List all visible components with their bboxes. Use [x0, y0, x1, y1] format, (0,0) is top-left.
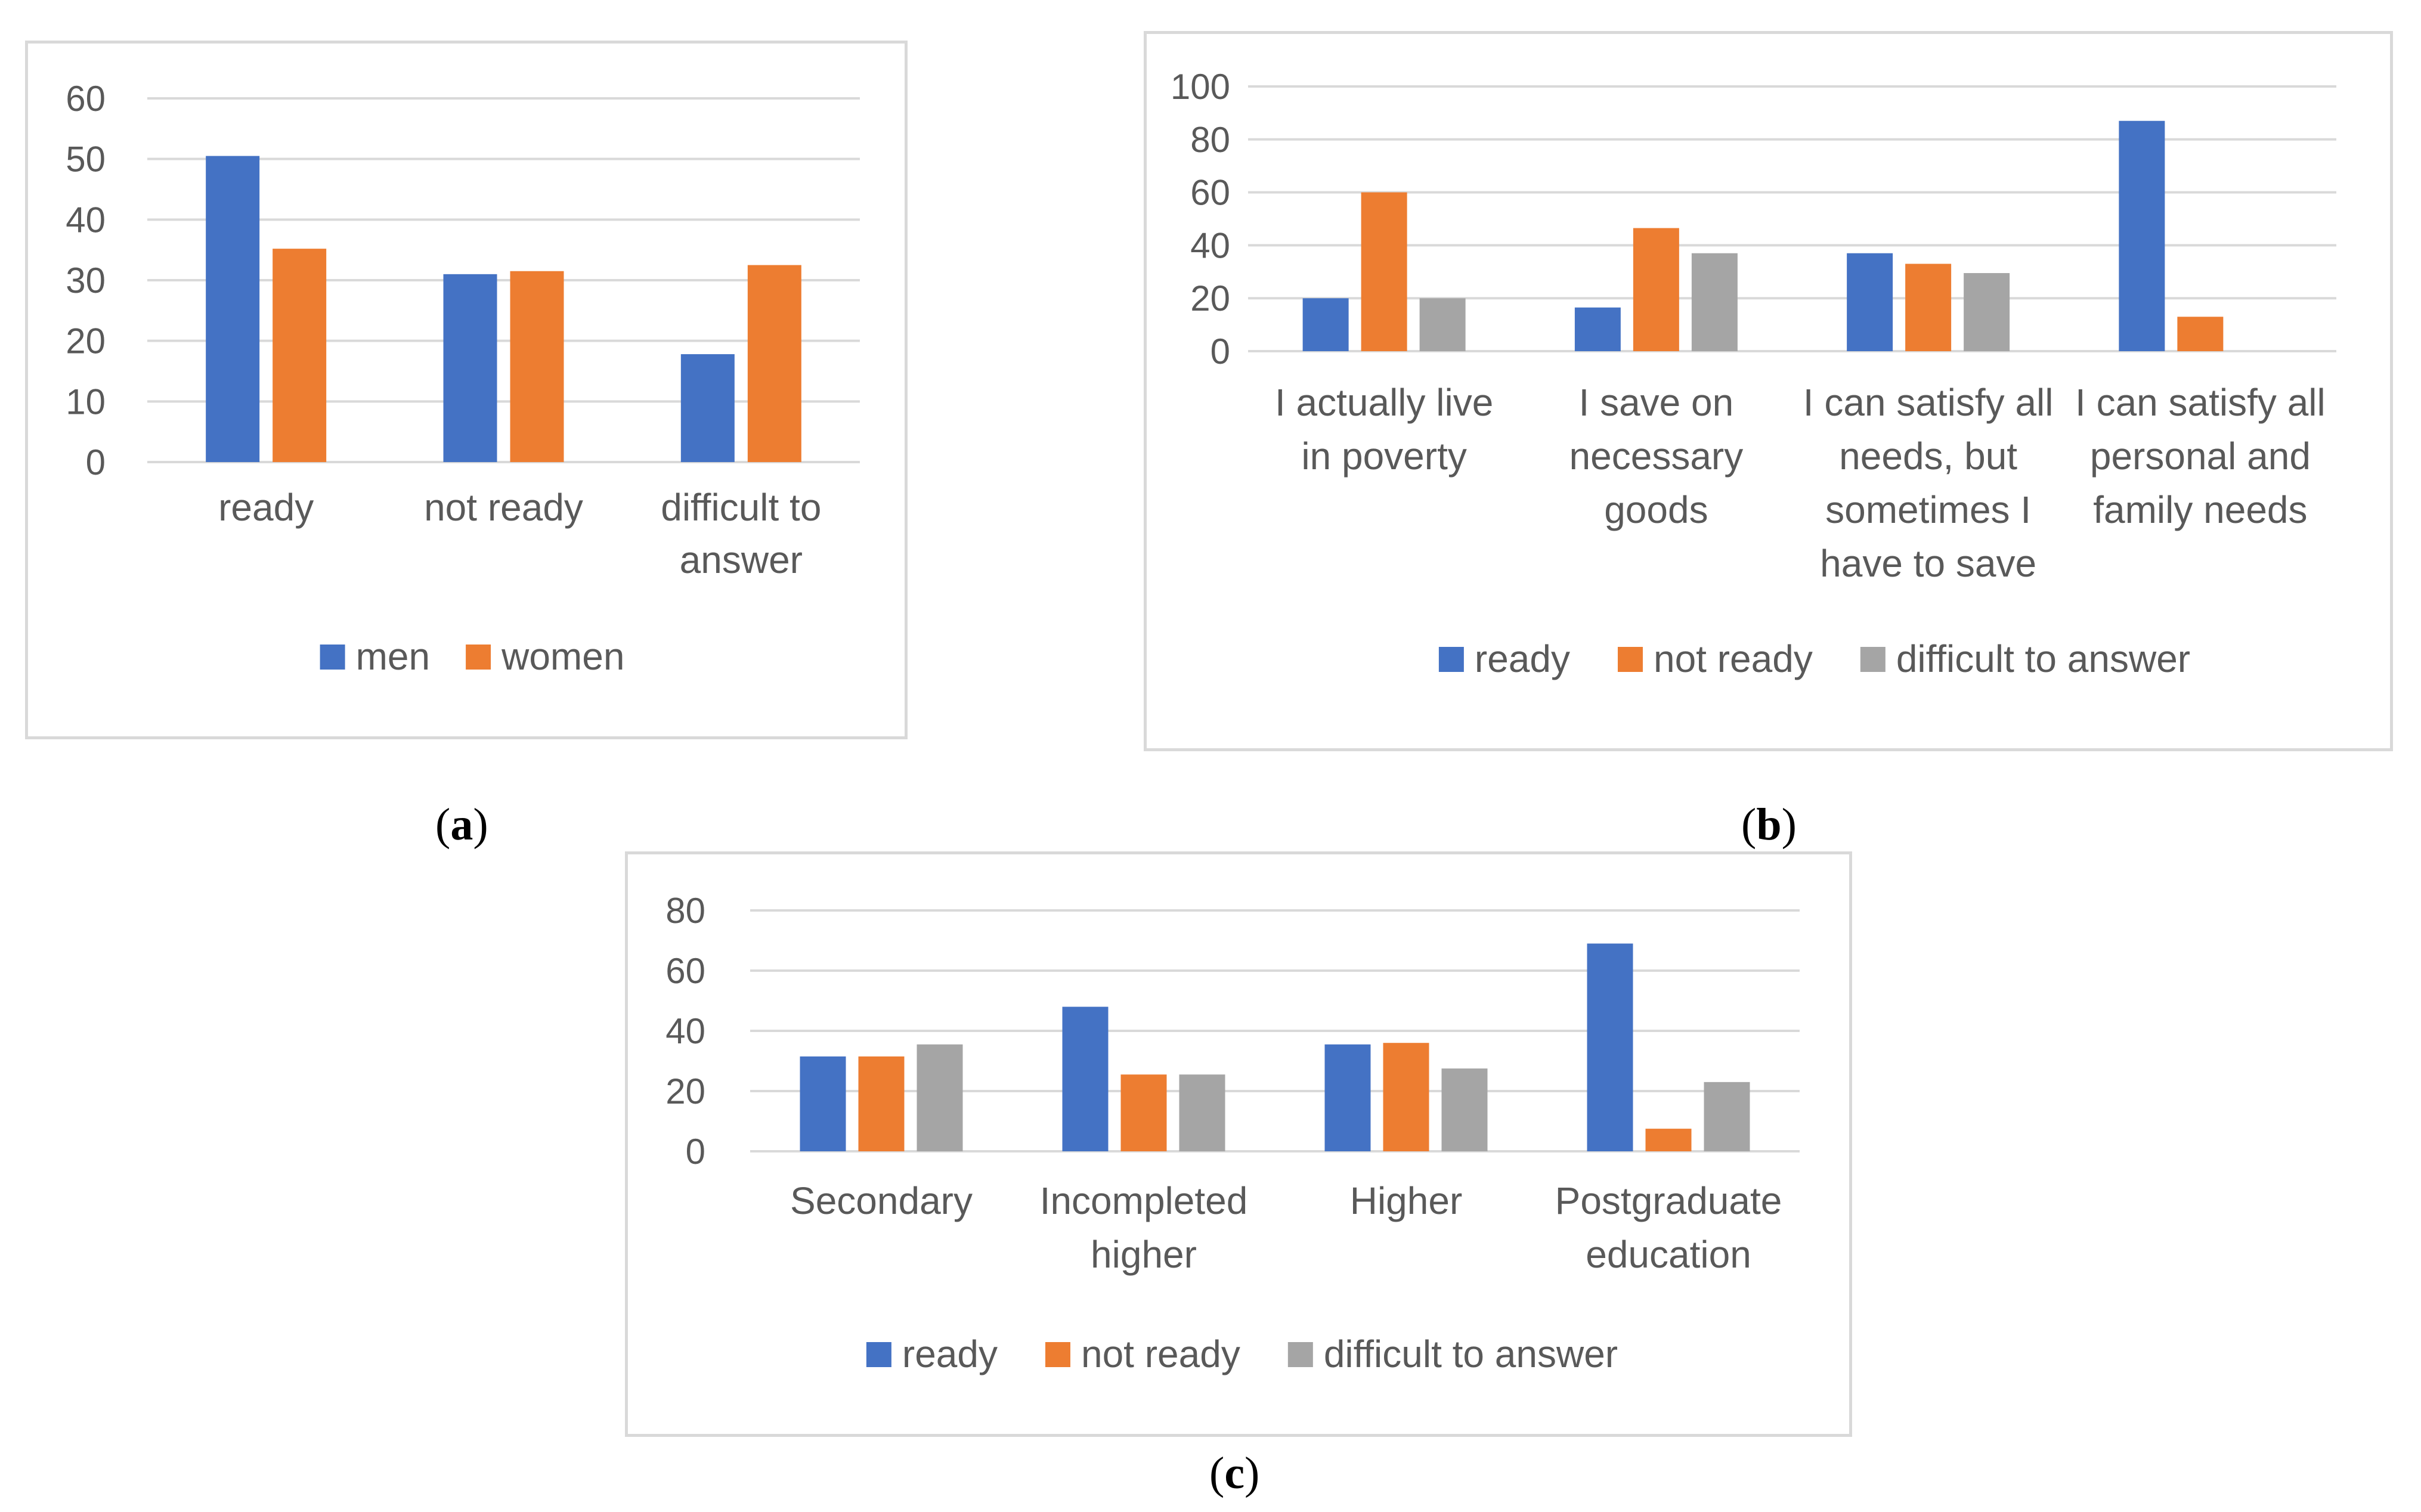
bar-ready-1 — [1574, 307, 1621, 351]
legend-swatch-ready — [866, 1342, 891, 1367]
category-label: Incompleted — [1040, 1179, 1248, 1222]
category-label: difficult to — [661, 486, 821, 529]
y-tick-label: 40 — [665, 1011, 705, 1051]
category-label: I actually live — [1275, 381, 1493, 424]
category-label: necessary — [1569, 435, 1744, 478]
category-label: I can satisfy all — [2075, 381, 2326, 424]
bar-men-0 — [206, 156, 260, 462]
bar-difficult-to-answer-0 — [917, 1044, 963, 1151]
chart-a-svg: 0 10 20 30 40 50 60 ready not ready difficult to a… — [66, 79, 860, 678]
category-label: personal and — [2090, 435, 2311, 478]
bar-difficult-to-answer-0 — [1419, 298, 1466, 351]
y-tick-label: 30 — [66, 261, 106, 300]
category-label: sometimes I — [1825, 488, 2031, 531]
bar-ready-2 — [1847, 253, 1893, 351]
bar-not-ready-3 — [1645, 1129, 1692, 1151]
y-tick-label: 40 — [1190, 225, 1230, 265]
bar-not-ready-2 — [1905, 264, 1952, 351]
y-tick-label: 100 — [1171, 67, 1230, 107]
category-label: goods — [1604, 488, 1708, 531]
bar-women-0 — [273, 249, 327, 462]
category-label: ready — [218, 486, 314, 529]
legend-label: ready — [1475, 637, 1570, 680]
bar-not-ready-2 — [1383, 1043, 1429, 1151]
bar-difficult-to-answer-1 — [1179, 1074, 1225, 1151]
legend-label: women — [501, 635, 624, 678]
legend-swatch-men — [320, 645, 345, 670]
chart-panel-b: 0 20 40 60 80 100 I actually live in poverty I s… — [1144, 31, 2393, 751]
category-label: answer — [680, 538, 803, 581]
category-label: I save on — [1579, 381, 1734, 424]
bar-ready-1 — [1062, 1006, 1109, 1151]
category-label: higher — [1091, 1233, 1197, 1276]
bar-not-ready-1 — [1633, 228, 1679, 351]
legend-swatch-not-ready — [1045, 1342, 1070, 1367]
legend-label: men — [356, 635, 431, 678]
legend-swatch-difficult-to-answer — [1860, 647, 1886, 672]
y-tick-label: 80 — [1190, 120, 1230, 160]
category-label: have to save — [1820, 542, 2036, 585]
legend-swatch-not-ready — [1617, 647, 1643, 672]
legend-swatch-women — [466, 645, 491, 670]
chart-panel-c: 0 20 40 60 80 Secondary Incompleted higher Highe… — [625, 851, 1852, 1437]
category-label: family needs — [2093, 488, 2307, 531]
category-label: education — [1586, 1233, 1751, 1276]
y-tick-label: 0 — [86, 442, 106, 482]
caption-b: (b) — [1741, 800, 1797, 850]
category-label: needs, but — [1839, 435, 2017, 478]
legend-swatch-difficult-to-answer — [1287, 1342, 1313, 1367]
legend-label: ready — [902, 1333, 998, 1375]
category-label: Higher — [1350, 1179, 1463, 1222]
y-tick-label: 20 — [665, 1071, 705, 1111]
y-tick-label: 0 — [686, 1132, 705, 1172]
y-tick-label: 60 — [1190, 173, 1230, 213]
category-label: I can satisfy all — [1803, 381, 2054, 424]
bar-not-ready-0 — [858, 1056, 905, 1151]
bar-difficult-to-answer-2 — [1964, 273, 2010, 351]
bar-ready-0 — [800, 1056, 846, 1151]
y-tick-label: 40 — [66, 200, 106, 240]
category-label: in poverty — [1301, 435, 1466, 478]
bar-ready-2 — [1324, 1044, 1371, 1151]
bar-women-1 — [510, 271, 564, 462]
bar-women-2 — [747, 265, 801, 462]
bar-men-2 — [680, 354, 735, 462]
bar-men-1 — [443, 274, 497, 462]
bar-not-ready-3 — [2177, 317, 2224, 351]
chart-panel-a: 0 10 20 30 40 50 60 ready not ready difficult to a… — [25, 41, 908, 739]
bar-ready-3 — [1587, 943, 1633, 1151]
bar-ready-0 — [1302, 298, 1349, 351]
y-tick-label: 10 — [66, 382, 106, 422]
y-tick-label: 0 — [1210, 331, 1230, 371]
y-tick-label: 20 — [1190, 278, 1230, 318]
caption-a: (a) — [435, 800, 488, 850]
bar-difficult-to-answer-2 — [1441, 1068, 1488, 1151]
bar-difficult-to-answer-3 — [1704, 1082, 1750, 1151]
bar-difficult-to-answer-1 — [1691, 253, 1738, 351]
y-tick-label: 60 — [665, 951, 705, 991]
category-label: Postgraduate — [1555, 1179, 1782, 1222]
y-tick-label: 20 — [66, 321, 106, 361]
y-tick-label: 60 — [66, 79, 106, 119]
chart-b-svg: 0 20 40 60 80 100 I actually live in poverty I s… — [1171, 67, 2336, 680]
caption-c: (c) — [1209, 1448, 1260, 1498]
category-label: Secondary — [790, 1179, 973, 1222]
bar-not-ready-1 — [1120, 1074, 1167, 1151]
legend-label: difficult to answer — [1896, 637, 2190, 680]
legend-label: not ready — [1654, 637, 1813, 680]
bar-not-ready-0 — [1361, 192, 1407, 351]
legend-label: difficult to answer — [1324, 1333, 1618, 1375]
legend-label: not ready — [1081, 1333, 1240, 1375]
legend-swatch-ready — [1438, 647, 1464, 672]
category-label: not ready — [424, 486, 583, 529]
y-tick-label: 50 — [66, 140, 106, 179]
chart-c-svg: 0 20 40 60 80 Secondary Incompleted higher Highe… — [665, 891, 1800, 1375]
y-tick-label: 80 — [665, 891, 705, 931]
bar-ready-3 — [2119, 120, 2165, 351]
